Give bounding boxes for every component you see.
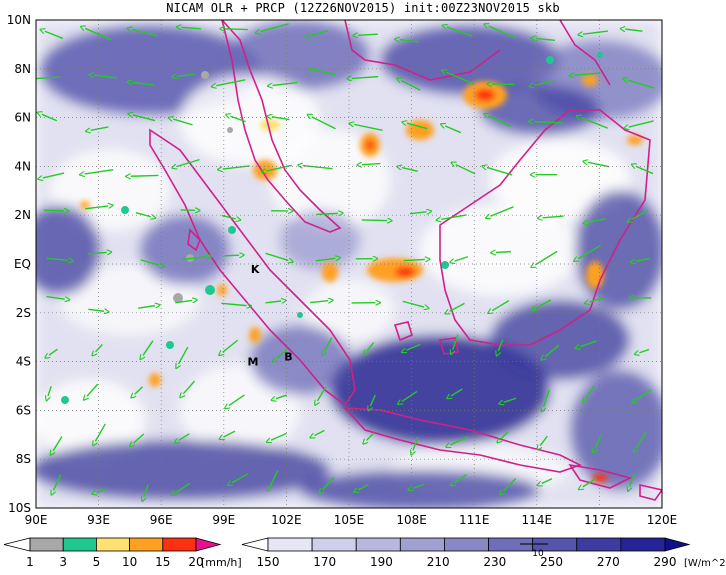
- lon-label: 114E: [522, 513, 553, 527]
- lat-label: 4S: [16, 355, 31, 369]
- lon-label: 96E: [150, 513, 173, 527]
- lon-label: 108E: [396, 513, 427, 527]
- olr-colorbar-tick: 190: [370, 555, 393, 569]
- precip-colorbar-unit: [mm/h]: [201, 556, 242, 569]
- precip-colorbar-segment: [130, 538, 163, 551]
- olr-colorbar-segment: [268, 538, 312, 551]
- olr-colorbar-segment: [577, 538, 621, 551]
- lon-label: 120E: [647, 513, 678, 527]
- wind-arrow: [131, 175, 159, 176]
- precip-colorbar-right-arrow: [196, 538, 220, 551]
- precip-colorbar-tick: 15: [155, 555, 170, 569]
- lat-label: 8N: [14, 62, 31, 76]
- precip-colorbar-tick: 1: [26, 555, 34, 569]
- precip-colorbar-tick: 10: [122, 555, 137, 569]
- wind-arrow: [225, 255, 240, 256]
- olr-colorbar-segment: [312, 538, 356, 551]
- olr-colorbar-segment: [621, 538, 665, 551]
- lat-label: 10N: [7, 13, 31, 27]
- wind-arrow: [44, 210, 64, 211]
- wind-reference-label: 10: [532, 549, 544, 559]
- lon-label: 102E: [271, 513, 302, 527]
- precip-colorbar-segment: [163, 538, 196, 551]
- lon-label: 117E: [584, 513, 615, 527]
- olr-colorbar-tick: 230: [483, 555, 506, 569]
- lon-axis-labels: 90E 93E 96E 99E 102E 105E 108E 111E 114E 117E 120E: [25, 513, 678, 527]
- precip-colorbar-segment: [30, 538, 63, 551]
- wind-arrow: [362, 220, 387, 221]
- lon-label: 93E: [87, 513, 110, 527]
- lon-label: 99E: [212, 513, 235, 527]
- olr-field: [20, 20, 670, 510]
- lon-label: 105E: [334, 513, 365, 527]
- place-marker: B: [284, 351, 292, 364]
- precip-colorbar-segment: [63, 538, 96, 551]
- lat-label: 6N: [14, 111, 31, 125]
- lat-label: 2N: [14, 208, 31, 222]
- olr-colorbar-tick: 290: [654, 555, 677, 569]
- lon-label: 111E: [459, 513, 490, 527]
- lon-label: 90E: [25, 513, 48, 527]
- lat-label: 8S: [16, 452, 31, 466]
- olr-colorbar-segment: [356, 538, 400, 551]
- place-marker: K: [251, 263, 260, 276]
- olr-colorbar-segment: [444, 538, 488, 551]
- wind-arrow: [496, 252, 511, 253]
- place-marker: M: [248, 356, 259, 369]
- olr-colorbar-tick: 150: [257, 555, 280, 569]
- wind-arrow: [225, 29, 248, 30]
- precip-colorbar-tick: 3: [59, 555, 67, 569]
- olr-colorbar-unit: [W/m^2]: [684, 558, 726, 569]
- olr-colorbar-right-arrow: [665, 538, 689, 551]
- lat-label: 2S: [16, 306, 31, 320]
- lat-label: 4N: [14, 159, 31, 173]
- olr-colorbar-segment: [400, 538, 444, 551]
- precip-colorbar-left-arrow: [4, 538, 30, 551]
- olr-colorbar-tick: 270: [597, 555, 620, 569]
- lat-label: EQ: [14, 257, 31, 271]
- precip-colorbar-segment: [96, 538, 129, 551]
- olr-colorbar-tick: 170: [313, 555, 336, 569]
- lat-label: 6S: [16, 403, 31, 417]
- olr-colorbar-left-arrow: [242, 538, 268, 551]
- precip-colorbar-tick: 5: [93, 555, 101, 569]
- olr-colorbar-tick: 210: [427, 555, 450, 569]
